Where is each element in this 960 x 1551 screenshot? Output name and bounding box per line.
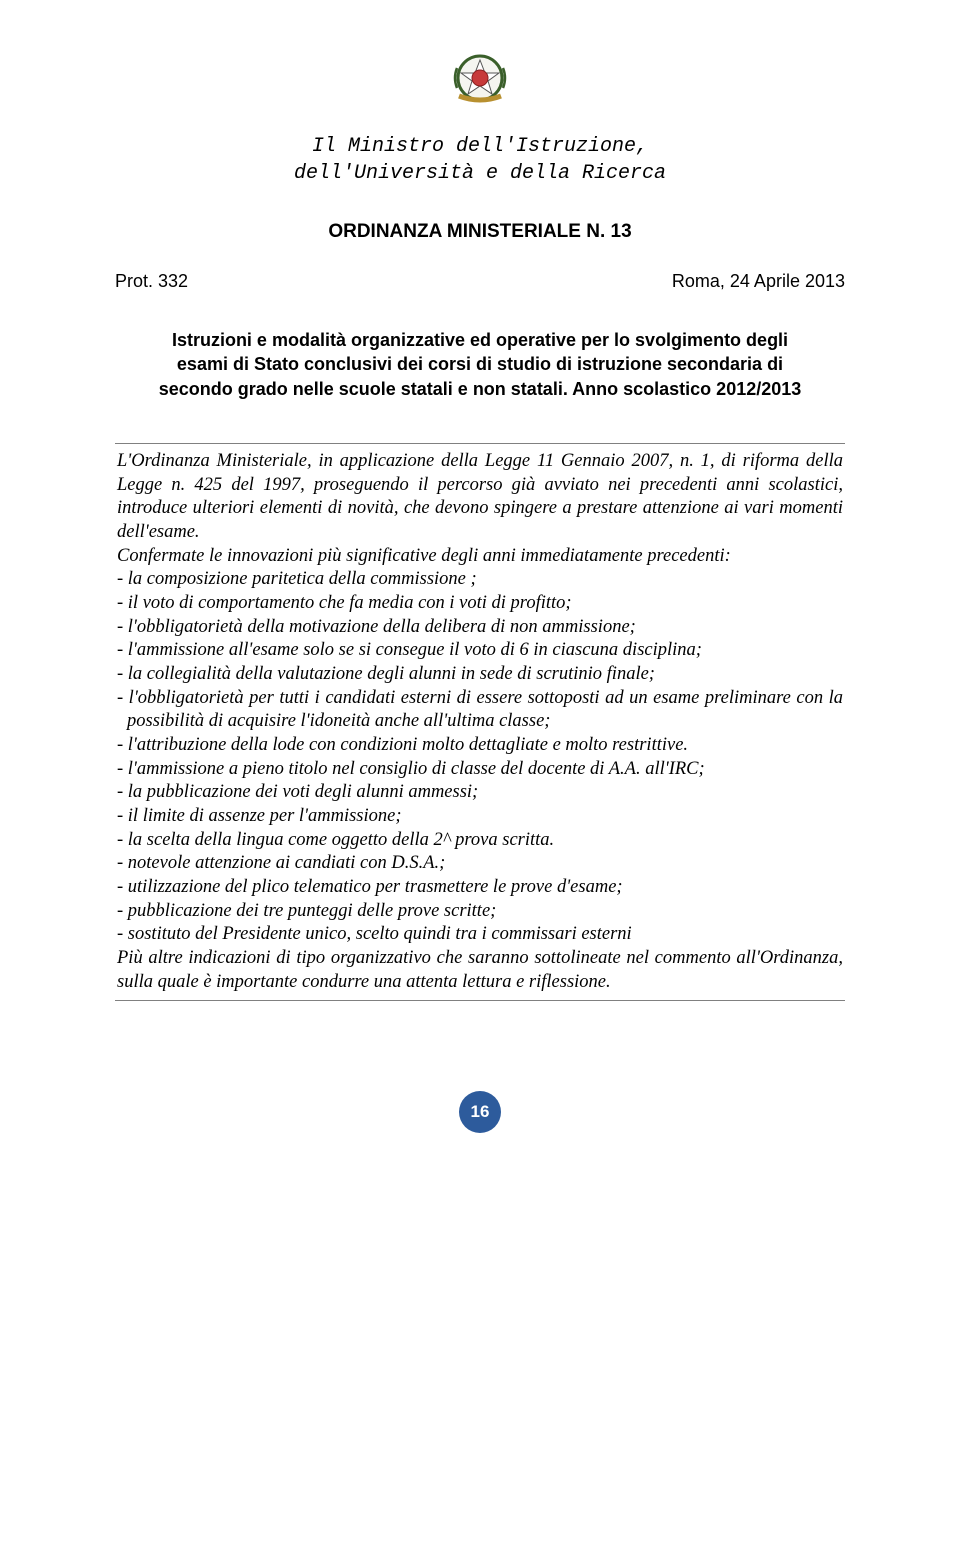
body-item: - sostituto del Presidente unico, scelto… (117, 923, 843, 947)
body-item: - l'obbligatorietà della motivazione del… (117, 616, 843, 640)
body-item: - pubblicazione dei tre punteggi delle p… (117, 900, 843, 924)
ministry-title-line2: dell'Università e della Ricerca (115, 160, 845, 187)
instructions-subtitle: Istruzioni e modalità organizzative ed o… (145, 328, 815, 401)
body-item: - la collegialità della valutazione degl… (117, 663, 843, 687)
protocol-row: Prot. 332 Roma, 24 Aprile 2013 (115, 271, 845, 292)
body-item: - il voto di comportamento che fa media … (117, 592, 843, 616)
body-closing: Più altre indicazioni di tipo organizzat… (117, 947, 843, 994)
body-item: - la composizione paritetica della commi… (117, 568, 843, 592)
ministry-title: Il Ministro dell'Istruzione, dell'Univer… (115, 133, 845, 187)
body-item: - l'ammissione all'esame solo se si cons… (117, 639, 843, 663)
body-confermate: Confermate le innovazioni più significat… (117, 545, 843, 569)
body-item: - il limite di assenze per l'ammissione; (117, 805, 843, 829)
ministry-title-line1: Il Ministro dell'Istruzione, (115, 133, 845, 160)
protocol-number: Prot. 332 (115, 271, 188, 292)
body-item: - la scelta della lingua come oggetto de… (117, 829, 843, 853)
ordinanza-heading: ORDINANZA MINISTERIALE N. 13 (115, 221, 845, 243)
body-text-box: L'Ordinanza Ministeriale, in applicazion… (115, 443, 845, 1001)
document-date: Roma, 24 Aprile 2013 (672, 271, 845, 292)
body-item: - l'attribuzione della lode con condizio… (117, 734, 843, 758)
body-intro: L'Ordinanza Ministeriale, in applicazion… (117, 450, 843, 545)
body-item: - notevole attenzione ai candiati con D.… (117, 852, 843, 876)
body-item: - utilizzazione del plico telematico per… (117, 876, 843, 900)
body-item: - la pubblicazione dei voti degli alunni… (117, 781, 843, 805)
body-item: - l'obbligatorietà per tutti i candidati… (117, 687, 843, 734)
italian-emblem (115, 40, 845, 121)
page-number-container: 16 (115, 1091, 845, 1133)
page-number: 16 (459, 1091, 501, 1133)
body-item: - l'ammissione a pieno titolo nel consig… (117, 758, 843, 782)
